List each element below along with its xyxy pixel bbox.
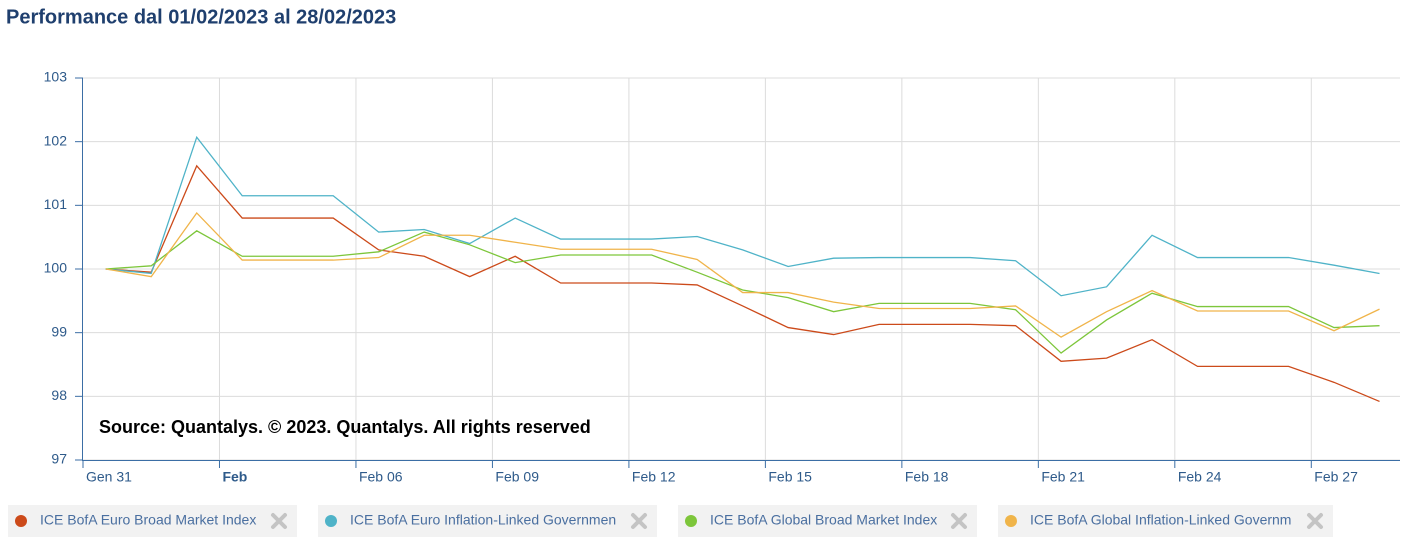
y-tick-label: 100 [44, 260, 68, 276]
x-tick-label: Feb 27 [1314, 469, 1358, 485]
y-tick-label: 99 [51, 323, 67, 339]
annotation: Source: Quantalys. © 2023. Quantalys. Al… [99, 417, 591, 437]
legend-marker [325, 515, 337, 527]
legend-label: ICE BofA Global Broad Market Index [710, 512, 937, 528]
legend-item[interactable]: ICE BofA Euro Broad Market Index [8, 505, 297, 537]
legend-close-icon [951, 513, 967, 529]
series-line [105, 211, 1380, 338]
x-tick-label: Feb 18 [905, 469, 949, 485]
x-tick-label: Feb [222, 469, 247, 485]
legend-item[interactable]: ICE BofA Global Broad Market Index [678, 505, 977, 537]
legend-label: ICE BofA Euro Inflation-Linked Governmen [350, 512, 616, 528]
x-tick-label: Feb 15 [768, 469, 812, 485]
x-tick-label: Feb 24 [1178, 469, 1222, 485]
legend-label: ICE BofA Global Inflation-Linked Governm [1030, 512, 1291, 528]
legend-marker [685, 515, 697, 527]
series-line [105, 164, 1380, 403]
x-tick-label: Feb 12 [632, 469, 676, 485]
legend-label: ICE BofA Euro Broad Market Index [40, 512, 256, 528]
legend-item[interactable]: ICE BofA Global Inflation-Linked Governm [998, 505, 1333, 537]
chart-title: Performance dal 01/02/2023 al 28/02/2023 [6, 6, 396, 28]
y-tick-label: 103 [44, 69, 68, 85]
legend-close-icon [1307, 513, 1323, 529]
x-tick-label: Feb 21 [1041, 469, 1085, 485]
x-tick-label: Feb 09 [495, 469, 539, 485]
legend-close-icon [271, 513, 287, 529]
legend-item[interactable]: ICE BofA Euro Inflation-Linked Governmen [318, 505, 657, 537]
series-line [105, 135, 1380, 297]
y-tick-label: 97 [51, 451, 67, 467]
legend-box [998, 505, 1333, 537]
legend-box [678, 505, 977, 537]
y-tick-label: 101 [44, 196, 68, 212]
legend-box [318, 505, 657, 537]
x-tick-label: Feb 06 [359, 469, 403, 485]
legend-close-icon [631, 513, 647, 529]
legend-marker [15, 515, 27, 527]
y-tick-label: 102 [44, 132, 68, 148]
y-tick-label: 98 [51, 387, 67, 403]
legend-marker [1005, 515, 1017, 527]
legend-box [8, 505, 297, 537]
x-tick-label: Gen 31 [86, 469, 132, 485]
